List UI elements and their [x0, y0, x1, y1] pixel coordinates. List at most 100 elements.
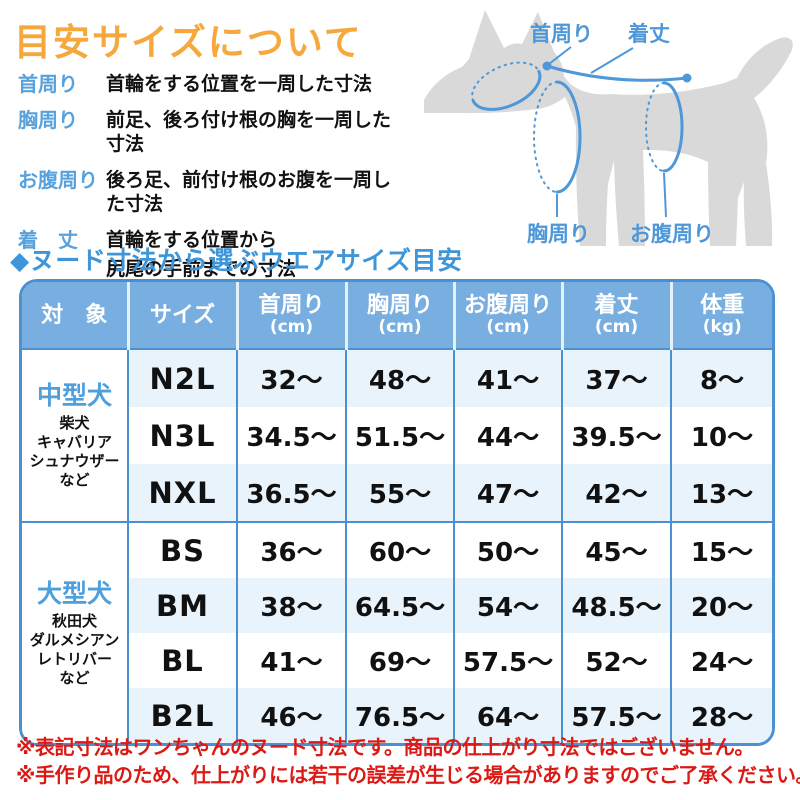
belly-value: 50～ — [453, 521, 562, 578]
chest-value: 48～ — [345, 349, 454, 407]
col-header-chest: 胸周り (cm) — [344, 282, 454, 350]
section-title: ◆ヌード寸法から選ぶウエアサイズ目安 — [10, 246, 463, 275]
legend-row-neck: 首周り 首輪をする位置を一周した寸法 — [18, 72, 408, 96]
legend-term: お腹周り — [18, 168, 98, 192]
belly-ellipse — [645, 81, 684, 173]
pointer-lines — [548, 46, 667, 218]
length-value: 42～ — [561, 464, 671, 522]
neck-value: 36～ — [236, 521, 346, 578]
col-header-length: 着丈 (cm) — [560, 282, 671, 350]
chest-value: 55～ — [345, 464, 454, 522]
weight-value: 15～ — [670, 521, 772, 578]
chest-value: 51.5～ — [345, 407, 454, 464]
weight-value: 24～ — [670, 633, 772, 688]
belly-value: 47～ — [453, 464, 562, 522]
size-label: N3L — [127, 407, 237, 464]
neck-value: 46～ — [236, 688, 346, 743]
breed: など — [59, 471, 90, 489]
weight-value: 10～ — [670, 407, 772, 464]
group-name: 中型犬 — [36, 381, 112, 410]
weight-value: 20～ — [670, 578, 772, 633]
col-header-target: 対 象 — [22, 282, 128, 350]
table-row: NXL 36.5～ 55～ 47～ 42～ 13～ — [22, 464, 772, 522]
size-label: N2L — [127, 349, 237, 407]
footnotes: ※表記寸法はワンちゃんのヌード寸法です。商品の仕上がり寸法ではございません。 ※… — [16, 733, 800, 789]
length-value: 45～ — [561, 521, 671, 578]
breed: ダルメシアン — [29, 630, 120, 649]
legend-term: 着 丈 — [18, 228, 78, 252]
table-row: 中型犬 柴犬 キャバリア シュナウザー など N2L 32～ 48～ 41～ 3… — [22, 349, 772, 522]
col-header-weight: 体重 (kg) — [669, 282, 772, 350]
legend-row-chest: 胸周り 前足、後ろ付け根の胸を一周した寸法 — [18, 108, 408, 156]
dog-measurement-diagram: 首周り 着丈 胸周り お腹周り — [400, 0, 800, 270]
size-label: BM — [127, 578, 237, 633]
legend-desc: 後ろ足、前付け根のお腹を一周した寸法 — [106, 169, 392, 215]
length-value: 39.5～ — [561, 407, 671, 464]
breed: 秋田犬 — [51, 611, 97, 630]
table-row: N3L 34.5～ 51.5～ 44～ 39.5～ 10～ — [22, 407, 772, 464]
legend-desc-line1: 首輪をする位置から — [106, 229, 278, 251]
breed: レトリバー — [36, 649, 112, 668]
breed: キャバリア — [36, 433, 112, 451]
page-title: 目安サイズについて — [14, 21, 363, 64]
weight-value: 28～ — [670, 688, 772, 743]
table-row: BL 41～ 69～ 57.5～ 52～ 24～ — [22, 633, 772, 688]
footnote-line: ※手作り品のため、仕上がりには若干の誤差が生じる場合がありますのでご了承ください… — [16, 763, 800, 787]
size-table: 対 象 サイズ 首周り (cm) 胸周り (cm) お腹周り (cm) 着丈 (cm) … — [22, 282, 772, 743]
chest-value: 64.5～ — [345, 578, 454, 633]
neck-value: 36.5～ — [236, 464, 346, 522]
chest-value: 60～ — [345, 521, 454, 578]
legend-desc-line2: 尻尾の手前までの寸法 — [106, 258, 297, 280]
col-header-size: サイズ — [126, 282, 237, 350]
diagram-belly-label: お腹周り — [630, 222, 714, 246]
neck-value: 38～ — [236, 578, 346, 633]
measurement-legend: 首周り 首輪をする位置を一周した寸法 胸周り 前足、後ろ付け根の胸を一周した寸法… — [18, 72, 408, 293]
weight-value: 13～ — [670, 464, 772, 522]
length-value: 48.5～ — [561, 578, 671, 633]
length-value: 52～ — [561, 633, 671, 688]
diagram-neck-label: 首周り — [530, 22, 593, 46]
length-value: 57.5～ — [561, 688, 671, 743]
belly-value: 54～ — [453, 578, 562, 633]
table-row: 大型犬 秋田犬 ダルメシアン レトリバー など BS 36～ 60～ 50～ 4… — [22, 521, 772, 743]
chest-ellipse — [533, 80, 582, 194]
belly-value: 57.5～ — [453, 633, 562, 688]
size-table-container: 対 象 サイズ 首周り (cm) 胸周り (cm) お腹周り (cm) 着丈 (cm) … — [19, 279, 775, 746]
weight-value: 8～ — [670, 349, 772, 407]
chest-value: 76.5～ — [345, 688, 454, 743]
table-row: B2L 46～ 76.5～ 64～ 57.5～ 28～ — [22, 688, 772, 743]
neck-ellipse — [471, 61, 542, 111]
size-label: B2L — [127, 688, 237, 743]
legend-desc: 前足、後ろ付け根の胸を一周した寸法 — [106, 109, 392, 155]
group-cell-medium-dogs: 中型犬 柴犬 キャバリア シュナウザー など — [22, 349, 128, 522]
diagram-length-label: 着丈 — [627, 22, 670, 46]
legend-term: 胸周り — [18, 108, 78, 132]
footnote-line: ※表記寸法はワンちゃんのヌード寸法です。商品の仕上がり寸法ではございません。 — [16, 735, 754, 759]
size-label: BS — [127, 521, 237, 578]
belly-value: 64～ — [453, 688, 562, 743]
neck-value: 41～ — [236, 633, 346, 688]
col-header-belly: お腹周り (cm) — [452, 282, 562, 350]
breed: 柴犬 — [59, 414, 90, 432]
table-row: BM 38～ 64.5～ 54～ 48.5～ 20～ — [22, 578, 772, 633]
belly-value: 44～ — [453, 407, 562, 464]
group-name: 大型犬 — [36, 578, 112, 608]
table-header-row: 対 象 サイズ 首周り (cm) 胸周り (cm) お腹周り (cm) 着丈 (cm) … — [22, 282, 772, 350]
size-label: NXL — [127, 464, 237, 522]
col-header-neck: 首周り (cm) — [235, 282, 346, 350]
dog-silhouette-image — [424, 10, 793, 246]
legend-desc: 首輪をする位置から 尻尾の手前までの寸法 — [106, 228, 296, 281]
length-value: 37～ — [561, 349, 671, 407]
neck-value: 34.5～ — [236, 407, 346, 464]
legend-row-belly: お腹周り 後ろ足、前付け根のお腹を一周した寸法 — [18, 168, 408, 216]
legend-row-length: 着 丈 首輪をする位置から 尻尾の手前までの寸法 — [18, 228, 408, 281]
diagram-chest-label: 胸周り — [527, 222, 590, 246]
size-label: BL — [127, 633, 237, 688]
legend-desc: 首輪をする位置を一周した寸法 — [106, 73, 373, 95]
chest-value: 69～ — [345, 633, 454, 688]
breed: など — [59, 668, 90, 687]
legend-term: 首周り — [18, 72, 78, 96]
breed: シュナウザー — [29, 452, 120, 470]
belly-value: 41～ — [453, 349, 562, 407]
